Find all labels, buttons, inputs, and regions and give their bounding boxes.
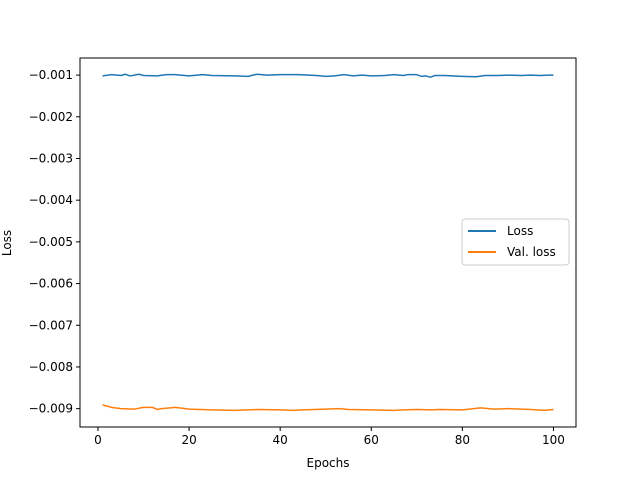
x-tick-label: 40 <box>273 433 288 447</box>
x-tick-label: 80 <box>455 433 470 447</box>
x-tick-label: 0 <box>94 433 102 447</box>
y-tick-label: −0.004 <box>29 193 73 207</box>
x-axis: 0 20 40 60 80 100 <box>94 427 565 447</box>
y-tick-label: −0.008 <box>29 360 73 374</box>
y-axis-label: Loss <box>0 230 14 256</box>
x-axis-label: Epochs <box>307 456 350 470</box>
x-tick-label: 20 <box>181 433 196 447</box>
legend: Loss Val. loss <box>461 218 570 266</box>
y-tick-label: −0.001 <box>29 68 73 82</box>
series-line-2 <box>102 404 554 412</box>
plot-frame <box>79 57 577 428</box>
y-tick-label: −0.009 <box>29 402 73 416</box>
x-tick-label: 60 <box>364 433 379 447</box>
series-line-1 <box>102 73 554 78</box>
plot-lines <box>102 73 554 412</box>
legend-label: Loss <box>507 224 533 238</box>
y-tick-label: −0.006 <box>29 277 73 291</box>
y-tick-label: −0.003 <box>29 151 73 165</box>
y-tick-label: −0.005 <box>29 235 73 249</box>
x-tick-label: 100 <box>542 433 565 447</box>
y-tick-label: −0.007 <box>29 318 73 332</box>
legend-label: Val. loss <box>507 245 556 259</box>
y-axis: −0.009 −0.008 −0.007 −0.006 −0.005 −0.004 −0.0… <box>29 68 80 416</box>
y-tick-label: −0.002 <box>29 110 73 124</box>
